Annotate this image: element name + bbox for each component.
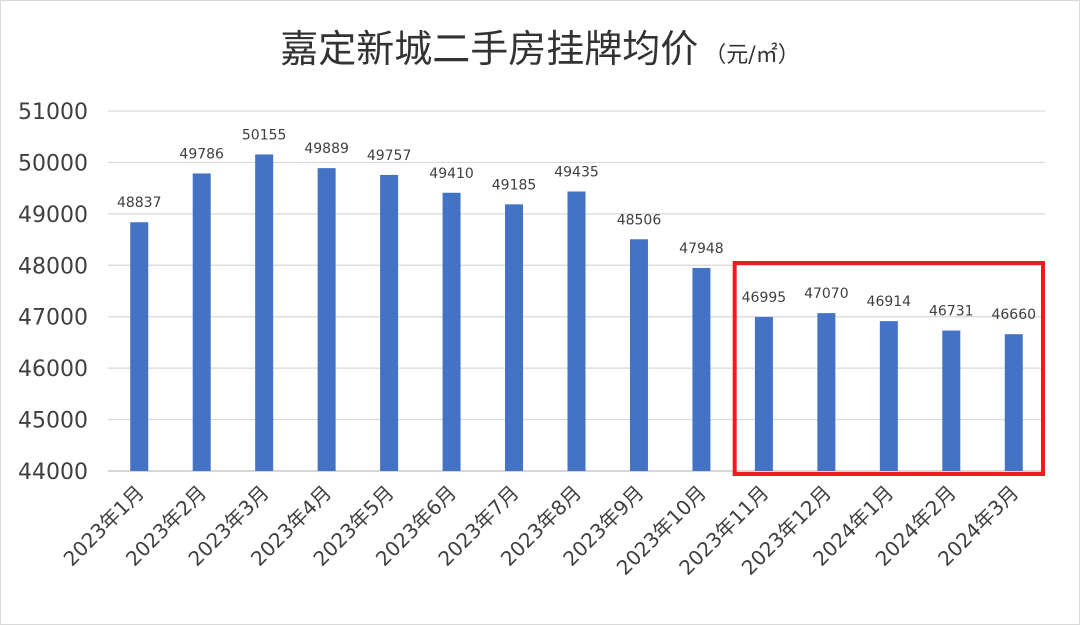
bar xyxy=(130,222,149,471)
y-tick-label: 44000 xyxy=(18,460,88,485)
data-label: 47948 xyxy=(679,241,724,257)
chart-title-unit: （元/㎡） xyxy=(704,42,799,68)
bar xyxy=(255,154,274,471)
data-label: 46660 xyxy=(991,307,1036,323)
chart-title: 嘉定新城二手房挂牌均价 （元/㎡） xyxy=(280,27,799,71)
data-label: 49410 xyxy=(429,166,474,182)
chart-title-main: 嘉定新城二手房挂牌均价 xyxy=(280,27,698,71)
data-label: 47070 xyxy=(804,286,849,302)
data-label: 48506 xyxy=(617,212,662,228)
y-tick-label: 49000 xyxy=(18,203,88,228)
y-tick-label: 46000 xyxy=(18,357,88,382)
data-label: 46995 xyxy=(742,290,787,306)
highlight-rectangle xyxy=(732,261,1046,476)
y-tick-label: 48000 xyxy=(18,254,88,279)
bar xyxy=(567,191,586,471)
data-label: 49185 xyxy=(492,177,537,193)
data-label: 46914 xyxy=(867,294,912,310)
bar xyxy=(380,174,399,471)
y-tick-label: 50000 xyxy=(18,151,88,176)
bar xyxy=(1004,334,1023,471)
highlight-box xyxy=(732,261,1046,476)
bar xyxy=(942,330,961,471)
data-label: 49757 xyxy=(367,148,412,164)
y-tick-label: 47000 xyxy=(18,306,88,331)
bar xyxy=(192,173,211,472)
bar xyxy=(317,168,336,471)
data-label: 48837 xyxy=(117,195,162,211)
y-tick-label: 51000 xyxy=(18,100,88,125)
y-tick-label: 45000 xyxy=(18,409,88,434)
data-labels: 48837 49786 50155 49889 49757 49410 49185 49435… xyxy=(117,127,1036,323)
bar xyxy=(629,239,648,471)
data-label: 50155 xyxy=(242,127,287,143)
data-label: 49889 xyxy=(304,141,349,157)
bars xyxy=(130,154,1023,472)
bar xyxy=(442,192,461,471)
bar xyxy=(817,313,836,471)
data-label: 49435 xyxy=(554,164,599,180)
y-axis-ticks: 44000 45000 46000 47000 48000 49000 50000 51000 xyxy=(18,100,88,485)
bar xyxy=(879,321,898,471)
bar xyxy=(754,316,773,471)
bar xyxy=(505,204,524,472)
data-label: 46731 xyxy=(929,304,974,320)
bar xyxy=(692,267,711,471)
data-label: 49786 xyxy=(179,146,224,162)
